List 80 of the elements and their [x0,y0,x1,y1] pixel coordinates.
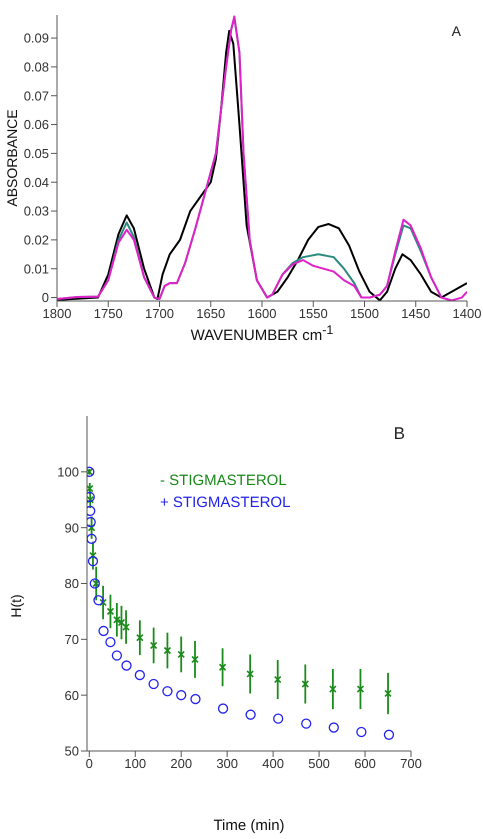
x-tick-label: 1400 [452,306,482,322]
point [329,685,337,693]
point [148,678,159,690]
text: + STIGMASTEROL [160,493,290,513]
y-tick-label: 50 [64,744,79,759]
point [92,580,100,588]
x-tick-label: 100 [124,756,146,772]
point [384,730,394,740]
point [134,670,145,680]
y-tick-label: 0.03 [24,204,49,219]
point [245,710,256,720]
point [150,642,158,650]
point [301,718,312,729]
x-tick-label: 1800 [42,306,72,322]
y-tick-label: 80 [64,576,79,592]
point [162,686,173,696]
point [177,650,186,658]
x-tick-label: 300 [216,756,238,772]
point [87,496,94,504]
point [302,680,310,688]
y-tick-label: 60 [64,688,79,703]
x-tick-label: 1550 [298,306,328,322]
point [218,703,228,714]
x-axis-title: Time (min) [212,817,286,834]
point [356,726,367,738]
point [384,690,392,698]
point [99,598,107,606]
text: - STIGMASTEROL [160,471,288,491]
point [112,650,122,661]
point [356,685,364,693]
y-tick-label: 0.05 [24,146,49,161]
point [121,660,132,671]
point [136,634,144,642]
y-tick-label: 0.04 [24,174,49,190]
y-axis-title: H(t) [8,594,24,618]
point [274,676,282,684]
point [88,524,96,532]
x-tick-label: 500 [308,756,330,772]
y-tick-label: 0.09 [24,30,49,46]
y-tick-label: 70 [64,632,79,647]
y-tick-label: 0.07 [24,88,49,104]
x-tick-label: 1600 [248,306,276,322]
point [190,694,201,704]
point [89,552,97,560]
x-tick-label: 1450 [401,306,430,322]
point [93,595,104,606]
y-tick-label: 0.02 [24,232,49,248]
y-tick-label: 100 [57,464,79,480]
point [90,578,100,589]
point [176,690,186,700]
annotation: A [452,23,461,39]
x-tick-label: 1650 [196,306,226,322]
y-axis-title: ABSORBANCE [4,109,20,207]
point [328,722,339,733]
point [218,663,226,672]
point [273,713,284,724]
point [164,646,172,654]
point [98,626,109,636]
y-tick-label: 0.06 [24,117,49,132]
x-tick-label: 400 [262,756,284,772]
point [87,534,97,544]
x-tick-label: 700 [400,756,422,772]
x-tick-label: 1750 [94,306,123,322]
x-tick-label: 0 [86,756,93,772]
point [105,636,116,648]
point [106,608,114,616]
y-tick-label: 0.01 [24,261,49,276]
x-tick-label: 1500 [350,306,379,322]
x-axis-title: WAVENUMBER cm$^{-1}$ [190,323,334,344]
x-tick-label: 1700 [145,306,174,322]
x-tick-label: 200 [170,756,192,772]
point [246,670,254,678]
x-tick-label: 600 [354,756,376,772]
y-tick-label: 90 [64,520,79,536]
point [122,623,130,631]
y-tick-label: 0.08 [24,60,49,75]
annotation: B [394,424,405,444]
point [88,556,98,566]
point [191,656,199,664]
y-tick-label: 0 [42,290,49,306]
